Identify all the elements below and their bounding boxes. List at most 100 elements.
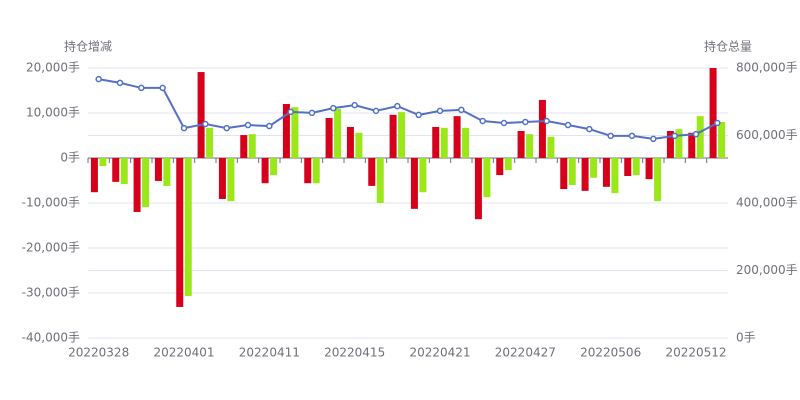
- bar: [346, 126, 354, 158]
- line-point: [372, 107, 380, 115]
- bar: [632, 158, 640, 176]
- bar: [304, 158, 312, 184]
- bar: [240, 135, 248, 158]
- bar: [334, 108, 342, 158]
- bar: [547, 136, 555, 158]
- line-point: [138, 84, 145, 92]
- line-point: [415, 111, 422, 119]
- line-point: [266, 122, 273, 130]
- line-point: [628, 132, 636, 140]
- bar: [325, 117, 333, 158]
- y-tick-label: -20,000手: [22, 241, 80, 255]
- bar: [602, 158, 610, 187]
- bar: [538, 99, 546, 158]
- bar: [206, 127, 214, 158]
- line-point: [522, 118, 529, 126]
- bar: [99, 158, 107, 167]
- bar: [462, 127, 470, 158]
- line-point: [95, 75, 102, 83]
- x-tick-label: 20220427: [495, 346, 556, 360]
- y-tick-label: -40,000手: [22, 331, 80, 345]
- y-tick-label: 10,000手: [26, 106, 80, 120]
- bar: [590, 158, 598, 178]
- line-point: [436, 107, 444, 115]
- line-point: [202, 120, 209, 128]
- x-tick-label: 20220512: [665, 346, 726, 360]
- bar: [154, 158, 162, 181]
- line-point: [287, 108, 294, 116]
- bar: [419, 158, 427, 193]
- line-point: [650, 135, 657, 143]
- y2-tick-label: 0手: [736, 331, 756, 345]
- line-point: [244, 121, 252, 129]
- bar: [611, 158, 619, 194]
- bar: [184, 158, 192, 297]
- bar: [410, 158, 418, 209]
- bar: [718, 122, 726, 158]
- bar: [270, 158, 278, 176]
- bar: [261, 158, 269, 184]
- y-axis-label: 持仓增减: [64, 39, 112, 54]
- line-point: [330, 104, 337, 112]
- bar: [355, 132, 363, 158]
- bar: [581, 158, 589, 191]
- bar: [560, 158, 568, 190]
- y2-tick-label: 600,000手: [736, 128, 798, 142]
- bar: [688, 132, 696, 158]
- bar: [474, 158, 482, 220]
- line-point: [159, 84, 166, 92]
- bar: [291, 107, 299, 158]
- line-point: [543, 117, 550, 125]
- bar: [440, 127, 448, 158]
- bar: [709, 68, 717, 158]
- bar: [666, 131, 674, 158]
- bar: [312, 158, 320, 184]
- y2-tick-label: 400,000手: [736, 196, 798, 210]
- bar: [142, 158, 150, 208]
- x-tick-label: 20220415: [324, 346, 385, 360]
- x-tick-label: 20220421: [409, 346, 470, 360]
- bar: [496, 158, 504, 176]
- bar: [282, 104, 290, 158]
- x-tick-label: 20220328: [68, 346, 129, 360]
- line-point: [308, 109, 316, 117]
- bar: [176, 158, 184, 307]
- y-tick-label: -30,000手: [22, 286, 80, 300]
- line-point: [564, 121, 572, 129]
- bar: [645, 158, 653, 180]
- line-point: [500, 119, 508, 127]
- line-point: [607, 132, 614, 140]
- bar: [133, 158, 141, 212]
- bar: [432, 126, 440, 158]
- line-point: [586, 125, 593, 133]
- line-point: [692, 130, 700, 138]
- bar: [453, 116, 461, 158]
- line-point: [394, 102, 401, 110]
- line-point: [714, 119, 721, 127]
- bar: [624, 158, 632, 176]
- x-tick-label: 20220411: [239, 346, 300, 360]
- y-tick-label: -10,000手: [22, 196, 80, 210]
- bar: [368, 158, 376, 186]
- x-tick-label: 20220401: [153, 346, 214, 360]
- bar: [483, 158, 491, 198]
- y-tick-label: 0手: [60, 151, 80, 165]
- y2-axis-label: 持仓总量: [704, 39, 752, 54]
- bar: [398, 112, 406, 158]
- y-tick-label: 20,000手: [26, 61, 80, 75]
- y2-tick-label: 200,000手: [736, 263, 798, 277]
- bar: [376, 158, 384, 203]
- line-point: [671, 132, 678, 140]
- bar: [675, 129, 683, 158]
- bar: [218, 158, 226, 199]
- bar: [248, 134, 256, 158]
- bar: [526, 134, 534, 158]
- bar: [696, 116, 704, 158]
- bar: [504, 158, 512, 171]
- line-point: [116, 79, 124, 87]
- line: [98, 78, 718, 140]
- bar: [568, 158, 576, 185]
- line-point: [479, 117, 486, 125]
- line-point: [458, 106, 465, 114]
